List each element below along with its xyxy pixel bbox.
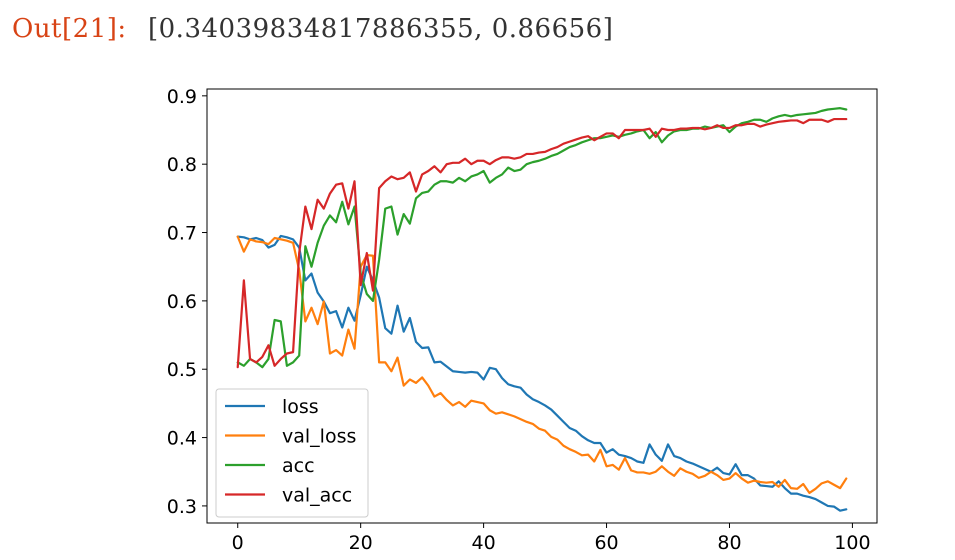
x-tick-label: 40 xyxy=(472,532,496,554)
y-tick-label: 0.5 xyxy=(167,359,197,381)
series-line-val-acc xyxy=(236,117,848,369)
x-tick-label: 80 xyxy=(717,532,741,554)
output-prompt: Out[21]: xyxy=(12,14,127,44)
series-line-acc xyxy=(236,107,848,369)
legend-box xyxy=(215,388,369,518)
y-tick-label: 0.4 xyxy=(167,428,197,450)
y-tick-label: 0.3 xyxy=(167,496,197,518)
legend-label-val-loss: val_loss xyxy=(282,426,356,448)
y-tick-label: 0.6 xyxy=(167,291,197,313)
legend-label-loss: loss xyxy=(282,396,319,418)
series-layer xyxy=(236,107,848,512)
axes-layer: 0 20 40 60 80 100 0.3 0.4 0.5 0.6 0.7 0.8 0.9 xyxy=(167,86,871,554)
legend-label-acc: acc xyxy=(282,455,315,477)
x-tick-label: 20 xyxy=(349,532,373,554)
x-tick-label: 60 xyxy=(594,532,618,554)
legend-label-val-acc: val_acc xyxy=(282,485,352,507)
y-tick-label: 0.9 xyxy=(167,86,197,108)
plot-frame xyxy=(206,88,878,524)
x-tick-label: 100 xyxy=(834,532,870,554)
output-value: [0.34039834817886355, 0.86656] xyxy=(148,14,614,44)
y-tick-label: 0.8 xyxy=(167,154,197,176)
x-tick-label: 0 xyxy=(232,532,244,554)
series-line-val-loss xyxy=(236,235,848,495)
series-line-loss xyxy=(236,234,848,512)
y-tick-label: 0.7 xyxy=(167,223,197,245)
